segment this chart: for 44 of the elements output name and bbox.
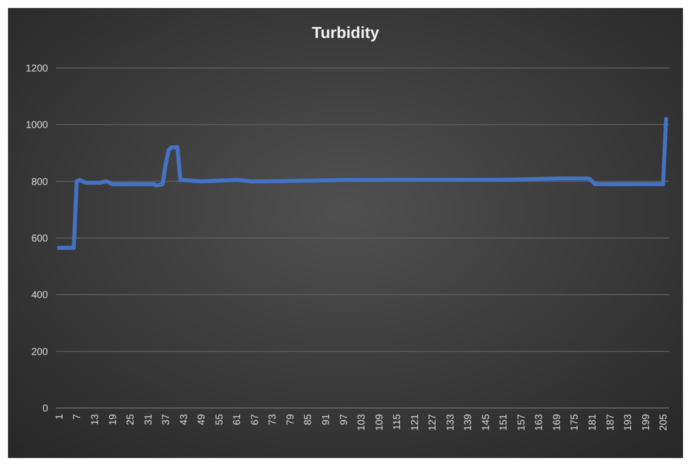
x-tick-label: 109 bbox=[374, 414, 386, 431]
x-tick-label: 91 bbox=[320, 414, 332, 426]
x-tick-label: 79 bbox=[285, 414, 296, 426]
x-tick-label: 1 bbox=[54, 414, 66, 420]
x-tick-label: 205 bbox=[658, 414, 670, 431]
y-tick-label: 200 bbox=[31, 346, 48, 358]
x-tick-label: 175 bbox=[570, 414, 581, 431]
x-tick-label: 145 bbox=[480, 414, 492, 431]
x-tick-label: 181 bbox=[588, 414, 599, 431]
x-tick-label: 193 bbox=[623, 414, 634, 431]
x-tick-label: 61 bbox=[232, 414, 244, 426]
x-tick-label: 157 bbox=[516, 414, 528, 431]
x-tick-label: 97 bbox=[338, 414, 350, 426]
x-tick-label: 13 bbox=[90, 414, 101, 426]
x-tick-label: 19 bbox=[108, 414, 119, 426]
x-tick-label: 43 bbox=[178, 414, 190, 426]
x-tick-label: 127 bbox=[428, 414, 439, 431]
x-tick-label: 115 bbox=[392, 414, 404, 430]
x-tick-label: 7 bbox=[72, 414, 84, 420]
x-tick-label: 67 bbox=[250, 414, 261, 426]
x-tick-label: 163 bbox=[534, 414, 546, 431]
x-tick-label: 133 bbox=[445, 414, 456, 431]
x-tick-label: 121 bbox=[410, 414, 421, 431]
x-tick-label: 49 bbox=[196, 414, 208, 426]
y-tick-label: 400 bbox=[31, 290, 48, 302]
x-tick-label: 31 bbox=[143, 414, 154, 426]
x-tick-label: 139 bbox=[463, 414, 474, 431]
y-tick-label: 800 bbox=[31, 176, 48, 188]
x-tick-label: 169 bbox=[552, 414, 563, 431]
y-tick-label: 1000 bbox=[26, 120, 48, 132]
y-tick-label: 0 bbox=[42, 404, 48, 414]
x-tick-label: 199 bbox=[640, 414, 652, 431]
x-tick-label: 73 bbox=[268, 414, 279, 426]
x-tick-label: 37 bbox=[161, 414, 172, 426]
x-tick-label: 151 bbox=[498, 414, 510, 431]
x-tick-label: 85 bbox=[303, 414, 314, 426]
y-tick-label: 1200 bbox=[26, 64, 48, 74]
x-tick-label: 55 bbox=[214, 414, 226, 426]
x-tick-label: 103 bbox=[356, 414, 368, 431]
y-tick-label: 600 bbox=[31, 234, 48, 244]
x-tick-label: 187 bbox=[605, 414, 616, 431]
x-tick-label: 25 bbox=[126, 414, 137, 426]
line-series bbox=[56, 117, 668, 250]
chart-title: Turbidity bbox=[312, 25, 380, 42]
